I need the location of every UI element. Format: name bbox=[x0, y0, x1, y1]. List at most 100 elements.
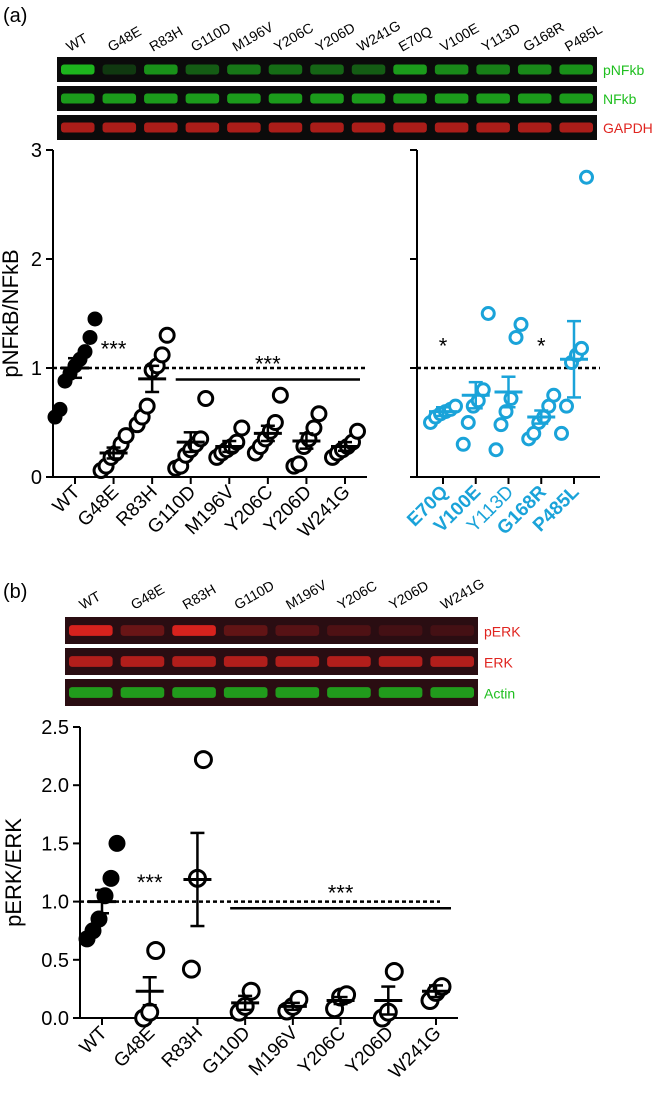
panel-label-a: (a) bbox=[3, 5, 27, 27]
blot-band bbox=[227, 64, 261, 75]
blot-band bbox=[310, 122, 344, 133]
blot-lane-label-g110d: G110D bbox=[231, 577, 277, 613]
blot-row-label-actin: Actin bbox=[484, 685, 515, 701]
blot-band bbox=[430, 656, 474, 667]
blot-band bbox=[144, 122, 178, 133]
blot-band bbox=[268, 93, 303, 104]
blot-band bbox=[268, 64, 303, 75]
data-point-p485l bbox=[579, 169, 594, 185]
pnfkb-plot-left: 0123pNFkB/NFkBWTG48ER83HG110DM196VY206CY… bbox=[0, 140, 367, 542]
blot-band bbox=[61, 122, 95, 133]
data-point-m196v bbox=[233, 419, 251, 437]
data-point-r83h bbox=[193, 750, 213, 770]
blot-band bbox=[517, 64, 552, 75]
blot-band bbox=[223, 625, 268, 636]
blot-band bbox=[120, 687, 165, 698]
data-point-wt bbox=[52, 401, 68, 417]
blot-band bbox=[185, 122, 220, 133]
blot-band bbox=[172, 687, 216, 698]
data-point-g48e bbox=[146, 940, 166, 960]
data-point-r83h bbox=[138, 397, 156, 415]
blot-band bbox=[102, 93, 137, 104]
data-point-y206d bbox=[290, 455, 308, 473]
blot-band bbox=[102, 122, 137, 133]
significance-stars: *** bbox=[255, 352, 281, 377]
data-point-wt bbox=[102, 869, 120, 887]
x-tick-label-w241g: W241G bbox=[385, 1023, 445, 1083]
blot-band bbox=[120, 656, 165, 667]
y-tick-label: 2.0 bbox=[41, 775, 69, 797]
blot-band bbox=[351, 122, 386, 133]
data-point-y206d bbox=[310, 405, 328, 423]
x-tick-label-y206c: Y206C bbox=[294, 1023, 350, 1079]
blot-band bbox=[327, 625, 371, 636]
blot-band bbox=[275, 625, 320, 636]
y-tick-label: 2.5 bbox=[41, 717, 69, 739]
significance-stars: * bbox=[537, 333, 546, 358]
data-point-w241g bbox=[349, 422, 366, 440]
y-tick-label: 2 bbox=[31, 249, 42, 271]
data-point-v100e bbox=[460, 415, 476, 430]
blot-lane-label-p485l: P485L bbox=[562, 20, 605, 54]
y-axis-title: pERK/ERK bbox=[1, 818, 26, 927]
blot-band bbox=[378, 687, 423, 698]
y-axis-title: pNFkB/NFkB bbox=[0, 249, 23, 377]
blot-lane-label-g110d: G110D bbox=[188, 19, 234, 55]
blot-lane-label-w241g: W241G bbox=[438, 575, 487, 613]
blot-band bbox=[227, 122, 261, 133]
blot-row-label-perk: pERK bbox=[484, 623, 521, 639]
blot-lane-label-w241g: W241G bbox=[354, 17, 403, 55]
data-point-y206c bbox=[271, 386, 289, 404]
data-point-p485l bbox=[559, 398, 574, 414]
x-tick-label-m196v: M196V bbox=[245, 1022, 303, 1080]
blot-band bbox=[69, 687, 113, 698]
blot-band bbox=[476, 93, 510, 104]
blot-lane-label-g48e: G48E bbox=[128, 581, 167, 613]
blot-lane-label-m196v: M196V bbox=[229, 18, 276, 54]
data-point-y113d bbox=[488, 442, 504, 458]
blot-lane-label-wt: WT bbox=[76, 588, 103, 613]
blot-band bbox=[61, 64, 95, 75]
data-point-y206c bbox=[337, 985, 357, 1005]
blot-band bbox=[434, 93, 469, 104]
blot-band bbox=[185, 64, 220, 75]
blot-band bbox=[378, 656, 423, 667]
blot-band bbox=[61, 93, 95, 104]
perk-plot: 0.00.51.01.52.02.5pERK/ERKWTG48ER83HG110… bbox=[1, 717, 458, 1083]
blot-band bbox=[223, 656, 268, 667]
blot-lane-label-g48e: G48E bbox=[105, 23, 144, 55]
data-point-wt bbox=[82, 329, 98, 345]
blot-band bbox=[223, 687, 268, 698]
blot-band bbox=[559, 93, 593, 104]
blot-strip-perk bbox=[65, 617, 478, 644]
data-point-r83h bbox=[153, 346, 171, 364]
blot-lane-label-y206d: Y206D bbox=[313, 19, 358, 54]
y-tick-label: 1.0 bbox=[41, 892, 69, 914]
blot-band bbox=[144, 64, 178, 75]
data-point-y206d bbox=[305, 419, 323, 437]
y-tick-label: 1 bbox=[31, 358, 42, 380]
data-point-r83h bbox=[181, 959, 201, 979]
blot-band bbox=[227, 93, 261, 104]
blot-band bbox=[327, 687, 371, 698]
data-point-y206d bbox=[384, 961, 404, 981]
blot-lane-label-v100e: V100E bbox=[437, 20, 481, 55]
blot-row-label-pnfkb: pNFkb bbox=[603, 62, 644, 78]
blot-band bbox=[69, 656, 113, 667]
blot-row-label-nfkb: NFkb bbox=[603, 91, 637, 107]
blot-band bbox=[476, 64, 510, 75]
blot-band bbox=[393, 122, 427, 133]
blot-lane-label-g168r: G168R bbox=[520, 19, 566, 55]
blot-band bbox=[275, 656, 320, 667]
blot-row-label-erk: ERK bbox=[484, 654, 513, 670]
blot-band bbox=[310, 93, 344, 104]
blot-band bbox=[393, 93, 427, 104]
y-tick-label: 3 bbox=[31, 140, 42, 162]
blot-band bbox=[310, 64, 344, 75]
panel-label-b: (b) bbox=[3, 581, 27, 603]
blot-band bbox=[559, 64, 593, 75]
data-point-v100e bbox=[480, 306, 496, 321]
y-tick-label: 0.0 bbox=[41, 1008, 69, 1030]
blot-band bbox=[102, 64, 137, 75]
